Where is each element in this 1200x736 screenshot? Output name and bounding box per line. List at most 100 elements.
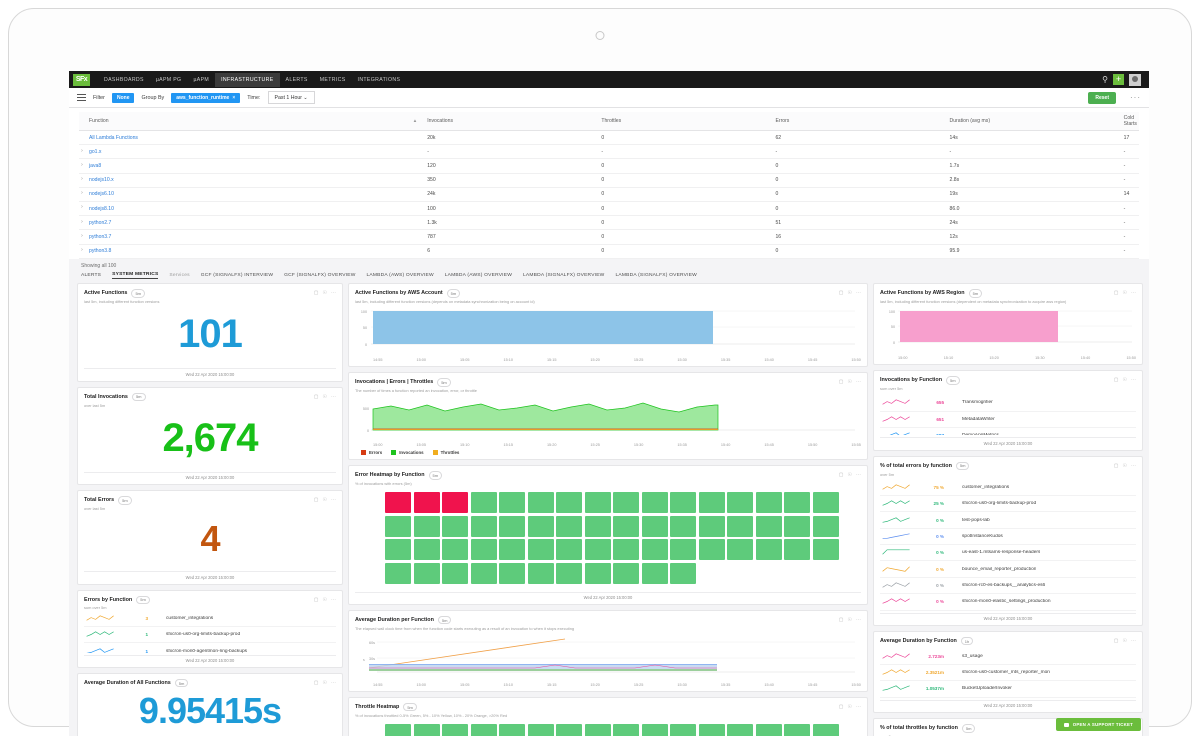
column-invocations[interactable]: Invocations — [427, 112, 602, 131]
heatmap-cell[interactable] — [784, 724, 810, 736]
function-link[interactable]: nodejs6.10 — [89, 191, 114, 198]
heatmap-cell[interactable] — [698, 724, 725, 736]
heatmap-cell[interactable] — [413, 539, 440, 561]
info-icon[interactable]: ▢ — [1113, 377, 1119, 384]
list-item[interactable]: 1 sfxcron-us0-org-limits-backup-prod — [84, 627, 336, 644]
time-range-select[interactable]: Past 1 Hour ⌄ — [267, 91, 315, 104]
info-icon[interactable]: ▢ — [313, 680, 319, 687]
heatmap-cell[interactable] — [584, 492, 611, 514]
tab-lambda-signalfx-overview[interactable]: LAMBDA (SIGNALFX) OVERVIEW — [615, 272, 697, 278]
bell-icon[interactable]: ☉ — [847, 704, 852, 711]
nav-item-metrics[interactable]: METRICS — [319, 76, 346, 83]
nav-item-uapm[interactable]: µAPM — [193, 76, 210, 83]
heatmap-cell[interactable] — [727, 539, 753, 561]
list-item[interactable]: 651 MetadataWriter — [880, 412, 1136, 428]
heatmap-cell[interactable] — [556, 562, 582, 584]
panel-menu-icon[interactable]: ⋯ — [856, 704, 861, 711]
list-item[interactable]: 1 sfxcron-mon0-agentmon-ring-backups — [84, 643, 336, 653]
panel-menu-icon[interactable]: ⋯ — [856, 379, 861, 386]
info-icon[interactable]: ▢ — [838, 290, 844, 297]
heatmap-cell[interactable] — [385, 562, 411, 584]
list-item[interactable]: 0 % bounce_email_reporter_production — [880, 561, 1136, 578]
panel-menu-icon[interactable]: ⋯ — [856, 617, 861, 624]
bell-icon[interactable]: ☉ — [322, 497, 327, 504]
cell-function[interactable]: nodejs8.10 — [79, 201, 428, 217]
table-row[interactable]: go1.x----- — [79, 144, 1139, 160]
heatmap-cell[interactable] — [670, 724, 696, 736]
bell-icon[interactable]: ☉ — [322, 596, 327, 603]
panel-menu-icon[interactable]: ⋯ — [856, 472, 861, 479]
nav-item-dashboards[interactable]: DASHBOARDS — [104, 76, 144, 83]
function-link[interactable]: go1.x — [89, 148, 102, 155]
heatmap-cell[interactable] — [613, 562, 639, 584]
heatmap-cell[interactable] — [812, 492, 839, 514]
column-cold-starts[interactable]: Cold Starts — [1123, 112, 1139, 131]
info-icon[interactable]: ▢ — [838, 704, 844, 711]
info-icon[interactable]: ▢ — [838, 472, 844, 479]
list-item[interactable]: 75 % customer_integrations — [880, 480, 1136, 496]
heatmap-cell[interactable] — [385, 515, 411, 537]
bell-icon[interactable]: ☉ — [322, 290, 327, 297]
panel-menu-icon[interactable]: ⋯ — [1131, 638, 1136, 645]
heatmap-cell[interactable] — [499, 539, 525, 561]
reset-button[interactable]: Reset — [1088, 91, 1116, 104]
chart-active-by-region[interactable]: 100 50 0 — [880, 304, 1135, 350]
heatmap-cell[interactable] — [698, 515, 725, 537]
heatmap-cell[interactable] — [727, 492, 753, 514]
info-icon[interactable]: ▢ — [838, 617, 844, 624]
tab-lambda-aws-overview[interactable]: LAMBDA (AWS) OVERVIEW — [444, 272, 513, 278]
more-options-icon[interactable]: ··· — [1130, 92, 1141, 102]
heatmap-cell[interactable] — [527, 539, 554, 561]
legend-item[interactable]: Errors — [361, 450, 382, 456]
heatmap-cell[interactable] — [385, 492, 411, 514]
bell-icon[interactable]: ☉ — [847, 379, 852, 386]
filter-value-chip[interactable]: None — [111, 92, 135, 103]
tab-system-metrics[interactable]: SYSTEM METRICS — [112, 272, 159, 280]
column-throttles[interactable]: Throttles — [601, 112, 776, 131]
function-link[interactable]: nodejs10.x — [89, 177, 114, 184]
list-item[interactable]: 2.723m s3_usage — [880, 648, 1136, 665]
tab-alerts[interactable]: ALERTS — [81, 272, 102, 278]
heatmap-cell[interactable] — [584, 515, 611, 537]
info-icon[interactable]: ▢ — [313, 393, 319, 400]
heatmap-cell[interactable] — [470, 492, 497, 514]
heatmap-cell[interactable] — [670, 562, 696, 584]
info-icon[interactable]: ▢ — [1113, 462, 1119, 469]
heatmap-cell[interactable] — [442, 539, 468, 561]
list-item[interactable]: 1.0537m BucketUploaderInvoker — [880, 681, 1136, 698]
panel-menu-icon[interactable]: ⋯ — [331, 680, 336, 687]
heatmap-cell[interactable] — [442, 562, 468, 584]
tab-gcf-signalfx-interview[interactable]: GCF (SIGNALFX) INTERVIEW — [200, 272, 274, 278]
panel-menu-icon[interactable]: ⋯ — [1131, 462, 1136, 469]
heatmap-cell[interactable] — [755, 724, 782, 736]
heatmap-cell[interactable] — [641, 539, 668, 561]
heatmap-cell[interactable] — [556, 724, 582, 736]
function-link[interactable]: python3.8 — [89, 248, 112, 255]
tab-services[interactable]: Services — [169, 272, 190, 278]
panel-menu-icon[interactable]: ⋯ — [1131, 377, 1136, 384]
chart-active-by-account[interactable]: 100 50 0 — [355, 304, 860, 352]
heatmap-cell[interactable] — [584, 724, 611, 736]
info-icon[interactable]: ▢ — [313, 497, 319, 504]
function-link[interactable]: python3.7 — [89, 233, 112, 240]
table-row[interactable]: All Lambda Functions 20k 0 62 14s 17 — [79, 130, 1139, 146]
tab-lambda-signalfx-overview[interactable]: LAMBDA (SIGNALFX) OVERVIEW — [523, 272, 605, 278]
panel-menu-icon[interactable]: ⋯ — [331, 596, 336, 603]
close-icon[interactable]: × — [232, 94, 236, 101]
function-link[interactable]: python2.7 — [89, 219, 112, 226]
heatmap-cell[interactable] — [641, 515, 668, 537]
heatmap-cell[interactable] — [527, 492, 554, 514]
column-function[interactable]: Function ▲ — [79, 112, 428, 131]
cell-function[interactable]: nodejs10.x — [79, 173, 428, 188]
list-item[interactable]: 0 % test-pops-lab — [880, 512, 1136, 529]
heatmap-cell[interactable] — [470, 562, 497, 584]
panel-menu-icon[interactable]: ⋯ — [331, 290, 336, 297]
heatmap-cell[interactable] — [812, 724, 839, 736]
heatmap-cell[interactable] — [727, 515, 753, 537]
heatmap-cell[interactable] — [385, 539, 411, 561]
heatmap-cell[interactable] — [584, 562, 611, 584]
heatmap-cell[interactable] — [499, 515, 525, 537]
